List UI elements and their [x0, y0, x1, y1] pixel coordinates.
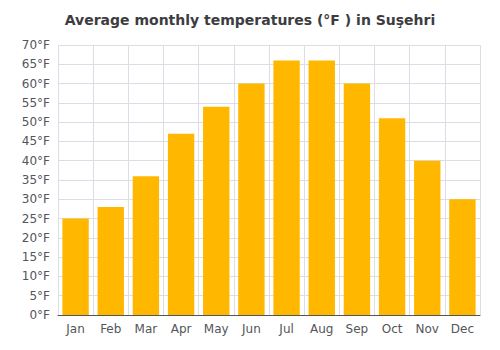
svg-text:40°F: 40°F: [22, 154, 50, 168]
svg-text:55°F: 55°F: [22, 96, 50, 110]
svg-text:25°F: 25°F: [22, 212, 50, 226]
svg-text:35°F: 35°F: [22, 173, 50, 187]
svg-text:20°F: 20°F: [22, 231, 50, 245]
svg-text:May: May: [204, 322, 229, 336]
svg-text:0°F: 0°F: [29, 308, 50, 322]
svg-text:30°F: 30°F: [22, 192, 50, 206]
svg-text:Oct: Oct: [382, 322, 403, 336]
svg-text:Feb: Feb: [100, 322, 121, 336]
svg-text:Aug: Aug: [310, 322, 333, 336]
svg-text:50°F: 50°F: [22, 115, 50, 129]
svg-text:Average monthly temperatures (: Average monthly temperatures (°F ) in Su…: [65, 12, 436, 28]
svg-text:Jan: Jan: [65, 322, 85, 336]
svg-text:45°F: 45°F: [22, 134, 50, 148]
svg-text:Jun: Jun: [241, 322, 261, 336]
svg-text:Apr: Apr: [171, 322, 192, 336]
svg-text:Sep: Sep: [346, 322, 369, 336]
svg-text:60°F: 60°F: [22, 77, 50, 91]
svg-text:70°F: 70°F: [22, 38, 50, 52]
svg-text:Jul: Jul: [278, 322, 293, 336]
svg-text:65°F: 65°F: [22, 57, 50, 71]
svg-text:Mar: Mar: [135, 322, 158, 336]
svg-text:10°F: 10°F: [22, 269, 50, 283]
svg-text:Dec: Dec: [451, 322, 474, 336]
svg-text:Nov: Nov: [416, 322, 439, 336]
svg-text:5°F: 5°F: [29, 289, 50, 303]
svg-text:15°F: 15°F: [22, 250, 50, 264]
